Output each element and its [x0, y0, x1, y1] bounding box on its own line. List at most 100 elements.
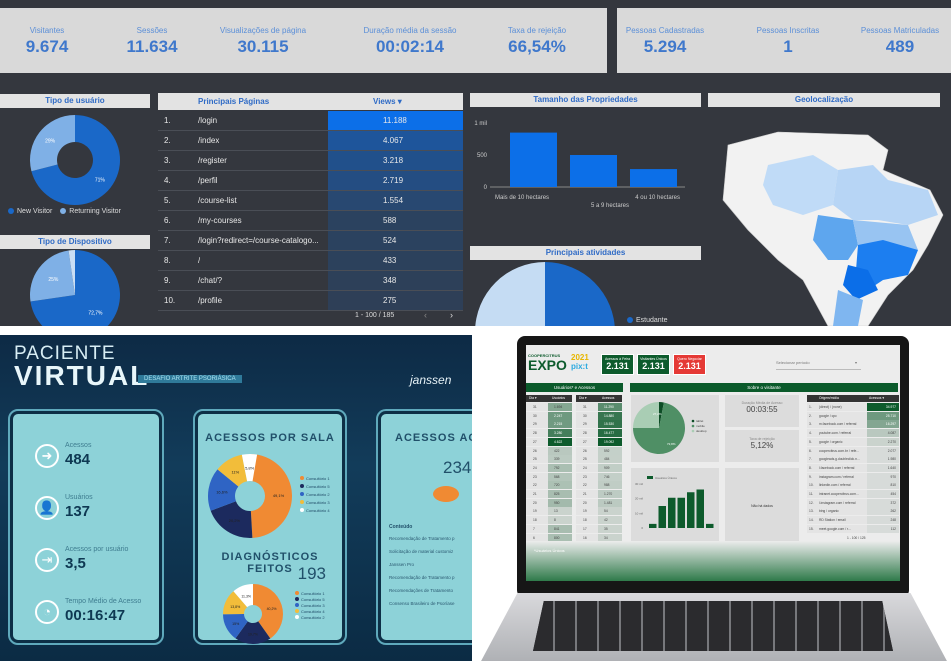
value-shade: [867, 463, 899, 472]
table-row[interactable]: 19 54: [576, 507, 622, 516]
table-row[interactable]: 30 14.880: [576, 411, 622, 420]
table-row[interactable]: 23 746: [576, 472, 622, 481]
table-row[interactable]: 7. /login?redirect=/course-catalogo... 524: [158, 231, 463, 251]
table-row[interactable]: 3. /register 3.218: [158, 151, 463, 171]
table-row[interactable]: 10. linkedin.com / referral 810: [807, 481, 899, 490]
period-select[interactable]: Selecionar período ▾: [776, 360, 861, 370]
views-bar: [328, 131, 463, 150]
content-item[interactable]: Solicitação de material customiz: [389, 549, 454, 554]
table-row[interactable]: 28 16.477: [576, 429, 622, 438]
bar[interactable]: [696, 489, 705, 529]
bar[interactable]: [630, 169, 677, 187]
table-row[interactable]: 9. instagram.com / referral 970: [807, 472, 899, 481]
table-row[interactable]: 18 8: [526, 516, 572, 525]
pie-label: 72,8%: [667, 442, 676, 446]
content-item[interactable]: Janssen Pro: [389, 562, 415, 567]
table-row[interactable]: 18 42: [576, 516, 622, 525]
row-day: 21: [583, 492, 587, 496]
row-rank: 8.: [809, 465, 812, 470]
table-row[interactable]: 27 19.092: [576, 437, 622, 446]
col-value[interactable]: Acessos: [602, 396, 615, 400]
table-row[interactable]: 20 950: [526, 498, 572, 507]
bar[interactable]: [570, 155, 617, 187]
table-row[interactable]: 24 792: [526, 463, 572, 472]
kpi-value: 9.674: [25, 37, 69, 56]
bar[interactable]: [510, 132, 557, 187]
col-access[interactable]: Acessos ▾: [869, 396, 885, 400]
legend-item[interactable]: Returning Visitor: [60, 208, 121, 215]
table-row[interactable]: 6. coopercitrus.com.br / refe... 2.077: [807, 446, 899, 455]
prev-page-button[interactable]: ‹: [424, 310, 427, 320]
table-row[interactable]: 20 1.481: [576, 498, 622, 507]
col-day[interactable]: Dia ▾: [529, 396, 537, 400]
table-row[interactable]: 25 484: [576, 455, 622, 464]
table-row[interactable]: 2. /index 4.067: [158, 131, 463, 151]
content-item[interactable]: Recomendação de Tratamento p: [389, 575, 455, 580]
row-rank: 1.: [809, 405, 812, 409]
legend-label: Consultório 3: [301, 603, 325, 608]
bar[interactable]: [668, 497, 676, 528]
table-row[interactable]: 22 720: [526, 481, 572, 490]
col-value[interactable]: Usuários: [552, 396, 566, 400]
clock-icon: ◔: [35, 600, 59, 624]
content-item[interactable]: Recomendações de Tratamento: [389, 588, 454, 593]
table-row[interactable]: 17 35: [576, 524, 622, 533]
table-row[interactable]: 5. /course-list 1.554: [158, 191, 463, 211]
row-day: 19: [533, 509, 537, 514]
table-row[interactable]: 29 2.215: [526, 420, 572, 429]
table-row[interactable]: 26 592: [576, 446, 622, 455]
table-row[interactable]: 30 2.247: [526, 411, 572, 420]
brazil-map[interactable]: [708, 110, 951, 326]
bar[interactable]: [706, 523, 714, 528]
table-row[interactable]: 26 422: [526, 446, 572, 455]
table-row[interactable]: 22 988: [576, 481, 622, 490]
table-row[interactable]: 12. l.instagram.com / referral 372: [807, 498, 899, 507]
legend-item[interactable]: New Visitor: [8, 208, 52, 215]
col-views-sort[interactable]: Views ▾: [373, 97, 402, 106]
table-row[interactable]: 6. /my-courses 588: [158, 211, 463, 231]
table-row[interactable]: 29 15.530: [576, 420, 622, 429]
col-day[interactable]: Dia ▾: [579, 396, 587, 400]
table-row[interactable]: 4. youtube.com / referral 4.087: [807, 429, 899, 438]
table-row[interactable]: 7. googleads.g.doubleclick.n... 1.980: [807, 455, 899, 464]
slice-label: 20,2%: [229, 518, 241, 523]
next-page-button[interactable]: ›: [450, 310, 453, 320]
table-row[interactable]: 28 3.280: [526, 429, 572, 438]
table-row[interactable]: 1. /login 11.188: [158, 111, 463, 131]
table-row[interactable]: 31 1.694: [526, 403, 572, 411]
col-page[interactable]: Principais Páginas: [198, 97, 270, 106]
table-row[interactable]: 8. l.facebook.com / referral 1.640: [807, 463, 899, 472]
slice-label: 29%: [45, 139, 56, 145]
table-row[interactable]: 24 909: [576, 463, 622, 472]
bar[interactable]: [649, 523, 657, 528]
table-row[interactable]: 1. (direct) / (none) 34.977: [807, 403, 899, 411]
table-row[interactable]: 16 34: [576, 533, 622, 542]
table-row[interactable]: 4. /perfil 2.719: [158, 171, 463, 191]
col-source[interactable]: Origem/mídia: [819, 396, 839, 400]
bar[interactable]: [687, 492, 695, 528]
table-row[interactable]: 21 825: [526, 490, 572, 498]
table-row[interactable]: 5. google / organic 2.270: [807, 437, 899, 446]
table-row[interactable]: 7 841: [526, 524, 572, 533]
table-row[interactable]: 15. meet.google.com / r... 112: [807, 524, 899, 533]
row-value: 34.977: [885, 405, 896, 409]
table-row[interactable]: 13. bing / organic 262: [807, 507, 899, 516]
table-row[interactable]: 31 11.290: [576, 403, 622, 411]
table-row[interactable]: 25 339: [526, 455, 572, 464]
bar[interactable]: [658, 506, 667, 528]
table-row[interactable]: 6 800: [526, 533, 572, 542]
table-row[interactable]: 3. m.facebook.com / referral 16.297: [807, 420, 899, 429]
table-row[interactable]: 10. /profile 275: [158, 291, 463, 311]
table-row[interactable]: 8. / 433: [158, 251, 463, 271]
table-row[interactable]: 27 4.622: [526, 437, 572, 446]
table-row[interactable]: 9. /chat/? 348: [158, 271, 463, 291]
content-item[interactable]: Recomendação de Tratamento p: [389, 536, 455, 541]
table-row[interactable]: 11. intranet.coopercitrus.com... 454: [807, 490, 899, 498]
table-row[interactable]: 19 13: [526, 507, 572, 516]
table-row[interactable]: 2. google / cpc 25.710: [807, 411, 899, 420]
content-item[interactable]: Consenso Brasileiro de Psoríase: [389, 601, 455, 606]
bar[interactable]: [677, 497, 686, 528]
table-row[interactable]: 14. RD Station / email 248: [807, 516, 899, 525]
table-row[interactable]: 23 568: [526, 472, 572, 481]
table-row[interactable]: 21 1.270: [576, 490, 622, 498]
